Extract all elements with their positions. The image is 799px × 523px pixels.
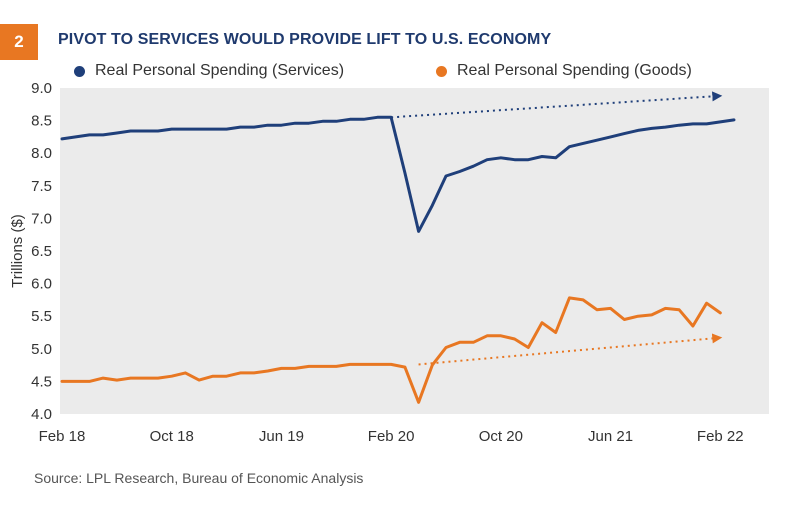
x-tick-label: Feb 18 [39, 428, 86, 445]
legend-label-goods: Real Personal Spending (Goods) [457, 62, 692, 79]
y-tick-label: 7.0 [31, 210, 52, 227]
legend-label-services: Real Personal Spending (Services) [95, 62, 345, 79]
x-tick-label: Oct 18 [150, 428, 194, 445]
x-tick-label: Feb 20 [368, 428, 415, 445]
x-tick-label: Oct 20 [479, 428, 523, 445]
y-tick-label: 9.0 [31, 80, 52, 97]
y-tick-label: 5.0 [31, 341, 52, 358]
chart-legend: Real Personal Spending (Services) Real P… [0, 62, 799, 84]
y-axis-label: Trillions ($) [9, 214, 26, 288]
legend-swatch-services [74, 65, 85, 77]
y-tick-label: 8.5 [31, 113, 52, 130]
y-tick-label: 5.5 [31, 308, 52, 325]
x-tick-label: Feb 22 [697, 428, 744, 445]
legend-item-goods: Real Personal Spending (Goods) [436, 62, 692, 80]
y-tick-label: 4.0 [31, 406, 52, 423]
y-tick-label: 7.5 [31, 178, 52, 195]
legend-swatch-goods [436, 65, 447, 77]
series-line-goods [60, 296, 722, 404]
series-line-services [60, 115, 736, 233]
y-tick-label: 4.5 [31, 373, 52, 390]
figure-number-badge: 2 [0, 24, 38, 60]
y-tick-label: 8.0 [31, 145, 52, 162]
chart-title: PIVOT TO SERVICES WOULD PROVIDE LIFT TO … [58, 31, 552, 48]
plot-background [60, 88, 769, 414]
legend-item-services: Real Personal Spending (Services) [74, 62, 344, 80]
y-tick-label: 6.5 [31, 243, 52, 260]
x-tick-label: Jun 19 [259, 428, 304, 445]
source-note: Source: LPL Research, Bureau of Economic… [34, 470, 364, 486]
services-trend-arrow [391, 91, 723, 119]
y-tick-label: 6.0 [31, 276, 52, 293]
x-tick-label: Jun 21 [588, 428, 633, 445]
goods-trend-arrow [418, 333, 723, 366]
